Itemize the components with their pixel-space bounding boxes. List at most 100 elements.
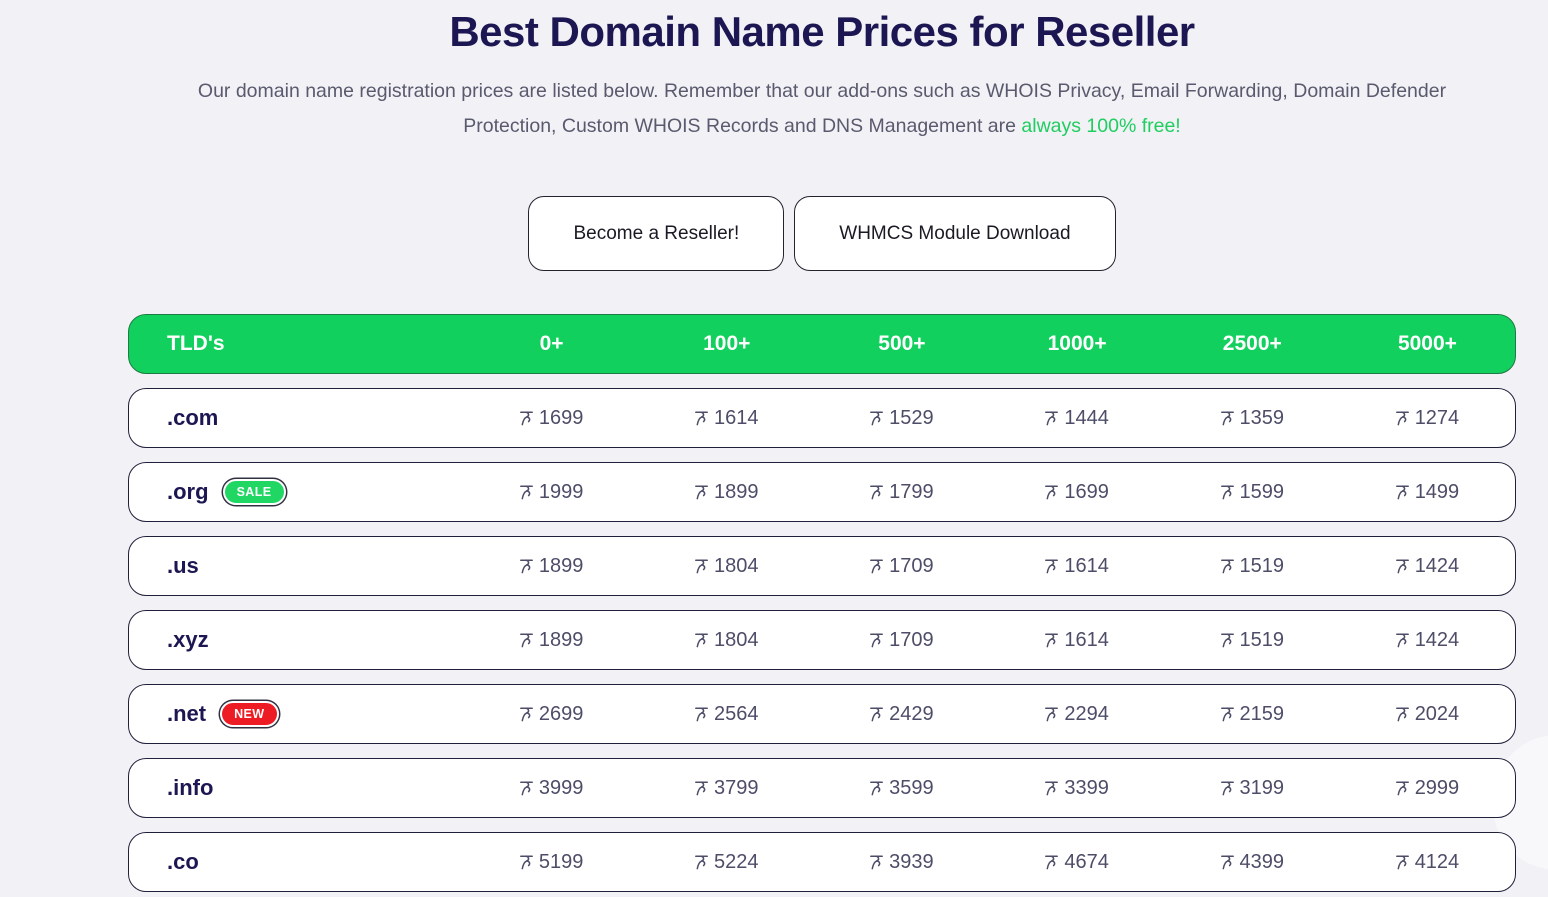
price-value: 1999 bbox=[538, 480, 584, 503]
price-cell: 1899 bbox=[639, 481, 814, 504]
rupee-symbol bbox=[695, 707, 708, 722]
price-cell: 1424 bbox=[1340, 629, 1515, 652]
price-cell: 1519 bbox=[1165, 555, 1340, 578]
price-cell: 1614 bbox=[639, 407, 814, 430]
rupee-symbol bbox=[519, 781, 533, 796]
table-row: .co 5199 5224 3939 bbox=[128, 832, 1516, 892]
rupee-symbol bbox=[1220, 411, 1234, 426]
table-header-row: TLD's 0+ 100+ 500+ 1000+ 2500+ 5000+ bbox=[128, 314, 1516, 374]
rupee-symbol bbox=[870, 559, 884, 574]
price-value: 2159 bbox=[1239, 702, 1285, 725]
rupee-symbol bbox=[1220, 559, 1234, 574]
sale-badge: SALE bbox=[222, 479, 286, 505]
rupee-symbol bbox=[870, 781, 884, 796]
price-cell: 1709 bbox=[814, 629, 989, 652]
price-value: 4124 bbox=[1414, 850, 1460, 873]
price-value: 1799 bbox=[889, 480, 934, 503]
price-cell: 2294 bbox=[990, 703, 1165, 726]
subtitle-highlight: always 100% free! bbox=[1021, 115, 1181, 137]
price-cell: 1359 bbox=[1165, 407, 1340, 430]
price-cell: 5224 bbox=[639, 851, 814, 874]
table-row: .org SALE 1999 1899 1799 bbox=[128, 462, 1516, 522]
rupee-symbol bbox=[1220, 855, 1234, 870]
price-value: 1519 bbox=[1239, 628, 1285, 651]
price-cell: 1999 bbox=[464, 481, 639, 504]
content-column: Best Domain Name Prices for Reseller Our… bbox=[128, 0, 1516, 897]
price-value: 1804 bbox=[714, 628, 759, 651]
price-cell: 4124 bbox=[1340, 851, 1515, 874]
rupee-symbol bbox=[519, 855, 533, 870]
subtitle-text: Our domain name registration prices are … bbox=[197, 80, 1447, 137]
price-value: 1614 bbox=[1064, 554, 1109, 577]
price-value: 1709 bbox=[889, 554, 934, 577]
page-subtitle: Our domain name registration prices are … bbox=[152, 74, 1492, 144]
whmcs-module-download-button[interactable]: WHMCS Module Download bbox=[794, 196, 1116, 271]
price-value: 1899 bbox=[714, 480, 759, 503]
price-value: 3999 bbox=[538, 776, 584, 799]
price-cell: 2699 bbox=[464, 703, 639, 726]
price-cell: 1519 bbox=[1165, 629, 1340, 652]
tld-cell: .com bbox=[129, 405, 464, 431]
price-value: 2024 bbox=[1414, 702, 1460, 725]
tld-cell: .net NEW bbox=[129, 701, 464, 727]
rupee-symbol bbox=[519, 707, 533, 722]
price-value: 1444 bbox=[1064, 406, 1109, 429]
price-cell: 3799 bbox=[639, 777, 814, 800]
rupee-symbol bbox=[1045, 559, 1059, 574]
rupee-symbol bbox=[1045, 411, 1059, 426]
price-cell: 1899 bbox=[464, 629, 639, 652]
price-value: 2699 bbox=[538, 702, 584, 725]
rupee-symbol bbox=[1045, 707, 1059, 722]
tld-cell: .us bbox=[129, 553, 464, 579]
rupee-symbol bbox=[695, 781, 708, 796]
rupee-symbol bbox=[1045, 485, 1059, 500]
rupee-symbol bbox=[1395, 855, 1409, 870]
price-value: 2999 bbox=[1414, 776, 1460, 799]
price-value: 2294 bbox=[1064, 702, 1109, 725]
table-row: .us 1899 1804 1709 bbox=[128, 536, 1516, 596]
price-cell: 2564 bbox=[639, 703, 814, 726]
price-cell: 1699 bbox=[464, 407, 639, 430]
tld-label: .com bbox=[167, 405, 219, 430]
price-value: 1424 bbox=[1414, 628, 1460, 651]
become-reseller-button[interactable]: Become a Reseller! bbox=[528, 196, 785, 271]
price-cell: 1529 bbox=[814, 407, 989, 430]
rupee-symbol bbox=[695, 559, 708, 574]
price-cell: 3999 bbox=[464, 777, 639, 800]
rupee-symbol bbox=[1045, 781, 1059, 796]
price-cell: 1424 bbox=[1340, 555, 1515, 578]
tld-label: .org bbox=[167, 479, 209, 504]
price-value: 1529 bbox=[889, 406, 934, 429]
header-cell-1000plus: 1000+ bbox=[1047, 332, 1107, 355]
rupee-symbol bbox=[519, 485, 533, 500]
rupee-symbol bbox=[1395, 485, 1409, 500]
price-cell: 2024 bbox=[1340, 703, 1515, 726]
header-cell-5000plus: 5000+ bbox=[1397, 332, 1457, 355]
tld-label: .xyz bbox=[167, 627, 209, 652]
page-title: Best Domain Name Prices for Reseller bbox=[449, 8, 1195, 55]
price-value: 1709 bbox=[889, 628, 934, 651]
cta-button-row: Become a Reseller! WHMCS Module Download bbox=[128, 196, 1516, 271]
rupee-symbol bbox=[1395, 633, 1409, 648]
price-cell: 1804 bbox=[639, 555, 814, 578]
price-value: 2564 bbox=[714, 702, 759, 725]
table-body: .com 1699 1614 1529 bbox=[128, 388, 1516, 892]
price-cell: 3599 bbox=[814, 777, 989, 800]
price-value: 5199 bbox=[538, 850, 584, 873]
price-value: 3399 bbox=[1064, 776, 1109, 799]
price-value: 4674 bbox=[1064, 850, 1109, 873]
price-cell: 1799 bbox=[814, 481, 989, 504]
rupee-symbol bbox=[519, 633, 533, 648]
price-cell: 3399 bbox=[990, 777, 1165, 800]
price-value: 1519 bbox=[1239, 554, 1285, 577]
new-badge: NEW bbox=[220, 701, 279, 727]
price-value: 1274 bbox=[1414, 406, 1460, 429]
tld-label: .net bbox=[167, 701, 207, 726]
header-cell-0plus: 0+ bbox=[539, 332, 564, 355]
price-value: 1614 bbox=[714, 406, 759, 429]
header-cell-100plus: 100+ bbox=[703, 332, 751, 355]
price-cell: 1699 bbox=[990, 481, 1165, 504]
table-row: .info 3999 3799 3599 bbox=[128, 758, 1516, 818]
tld-label: .info bbox=[167, 775, 214, 800]
price-value: 4399 bbox=[1239, 850, 1285, 873]
